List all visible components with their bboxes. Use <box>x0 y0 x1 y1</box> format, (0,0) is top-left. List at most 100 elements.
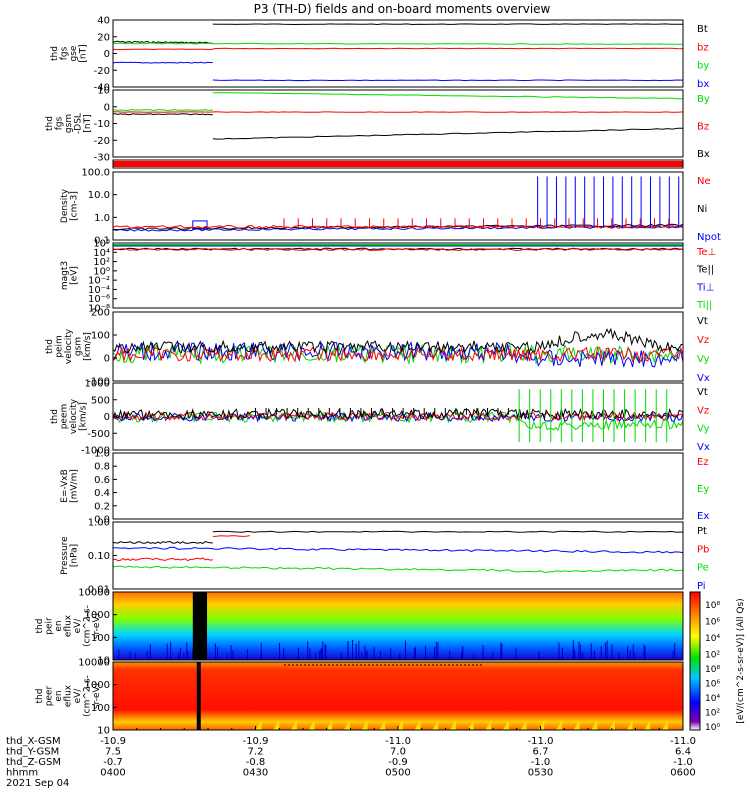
panel-frame <box>112 19 684 88</box>
y-axis-label-line: [eV] <box>70 266 80 285</box>
y-axis-label: magt3 [eV] <box>60 261 80 290</box>
y-tick-label: -100 <box>87 377 110 388</box>
y-tick-label: 10² <box>93 257 110 268</box>
colorbar-tick-label: 10⁰ <box>705 723 720 733</box>
axis-row-value: 0400 <box>100 768 125 779</box>
series-line-bz <box>113 47 683 51</box>
y-tick-label: 20 <box>97 32 110 43</box>
axis-row-value: 0530 <box>528 768 553 779</box>
panel-frame <box>112 171 684 241</box>
axis-row-value: 7.0 <box>390 747 406 758</box>
y-tick-label: 10000 <box>78 658 110 669</box>
axis-row-value: -1.0 <box>673 757 693 768</box>
spectrogram-burst <box>308 720 315 730</box>
spectrogram-fill <box>113 662 683 730</box>
legend-ti⊥: Ti⊥ <box>696 282 714 293</box>
spectrogram-burst <box>343 720 350 730</box>
legend-pi: Pi <box>697 581 706 592</box>
y-axis-label-line: [nT] <box>83 114 93 132</box>
y-tick-label: 10 <box>97 656 110 667</box>
y-tick-label: 100 <box>91 703 110 714</box>
panel-peem-velocity: 1000 500 0 -500 -1000 thd peem velocity [km/s] Vt… <box>50 379 710 457</box>
legend-ez: Ez <box>697 457 709 468</box>
y-tick-label: 10 <box>97 726 110 737</box>
legend-te||: Te|| <box>696 265 714 276</box>
axis-row-value: -10.9 <box>243 736 269 747</box>
plot-area <box>113 92 683 140</box>
panel-frame <box>112 89 684 158</box>
spectrogram-burst <box>538 720 545 730</box>
spectrogram-burst <box>432 720 439 730</box>
series-line-by <box>113 108 213 111</box>
series-line-bx <box>113 113 213 116</box>
legend-vy: Vy <box>697 424 710 435</box>
spectrogram-burst <box>520 720 527 730</box>
legend-pt: Pt <box>697 526 707 537</box>
y-axis-label-line: [mV/m] <box>70 469 80 503</box>
series-line-vt <box>113 407 683 421</box>
spectrogram-burst <box>379 720 386 730</box>
y-tick-label: 0.10 <box>88 551 110 562</box>
panel-efield: 1.0 0.8 0.6 0.4 0.2 0.0 E=-VxB [mV/m] Ez Ey Ex <box>60 449 709 526</box>
axis-row-value: -0.8 <box>246 757 266 768</box>
y-tick-label: 100 <box>91 331 110 342</box>
legend-ex: Ex <box>697 511 709 522</box>
y-tick-label: 0.2 <box>94 501 110 512</box>
panel-frame <box>112 452 684 520</box>
y-axis-label-line: -DSL <box>74 113 84 134</box>
y-axis-label-line: eV/ <box>73 688 83 704</box>
spectrogram-burst <box>290 720 297 730</box>
y-tick-label: 40 <box>97 16 110 27</box>
panel-density: 100.0 10.0 1.0 0.1 Density [cm-3] Ne Ni Npot <box>60 168 721 247</box>
y-tick-label: -500 <box>87 429 110 440</box>
axis-row-value: -10.9 <box>100 736 126 747</box>
axis-row-value: -0.7 <box>103 757 123 768</box>
y-axis-label-line: magt3 <box>60 261 70 290</box>
y-tick-label: -40 <box>94 83 110 94</box>
axis-row-value: 0600 <box>670 768 695 779</box>
y-tick-label: 10 <box>97 86 110 97</box>
y-tick-label: 0.01 <box>88 585 110 596</box>
y-tick-label: 200 <box>91 308 110 319</box>
panel-fgs-gsm: 10 0 -10 -20 -30 thd fgs gsm -DSL [nT] By Bz Bx <box>45 86 710 164</box>
series-line-te-perp <box>113 247 683 252</box>
plot-area <box>113 161 683 167</box>
spectrogram-burst <box>591 720 598 730</box>
y-axis-label-line: [km/s] <box>83 332 93 361</box>
y-tick-label: 1.0 <box>94 449 110 460</box>
panel-frame <box>112 591 684 661</box>
series-line-bt <box>113 40 213 45</box>
y-tick-label: 500 <box>91 395 110 406</box>
axis-row-value: -1.0 <box>531 757 551 768</box>
y-axis-label-line: eflux <box>64 614 74 637</box>
spectrogram-burst <box>449 720 456 730</box>
plot-area <box>113 244 683 252</box>
series-line-bx <box>113 61 213 64</box>
legend-vx: Vx <box>697 442 710 453</box>
y-tick-label: 10⁻⁶ <box>88 294 110 305</box>
plot-area <box>113 530 683 574</box>
colorbar-tick-label: 10² <box>705 651 720 661</box>
legend-npot: Npot <box>697 232 721 243</box>
y-tick-label: 10⁴ <box>93 248 110 259</box>
spectrogram-burst <box>555 720 562 730</box>
legend-by: By <box>697 94 710 105</box>
legend-ti||: Ti|| <box>696 300 712 311</box>
legend-bz: Bz <box>697 122 709 133</box>
axis-row-label: thd_X-GSM <box>6 736 61 747</box>
axis-date: 2021 Sep 04 <box>6 778 69 789</box>
plot-area <box>113 176 683 232</box>
spectrogram-burst <box>573 720 580 730</box>
series-line-bx <box>212 127 683 140</box>
y-tick-label: 1.00 <box>88 518 110 529</box>
plot-area <box>113 389 683 443</box>
panel-peir-spec: 10000 1000 100 10 thd peir en eflux eV/(cm^2-s-s… <box>35 588 684 667</box>
y-axis-label-line: en <box>54 620 64 631</box>
y-tick-label: 0 <box>104 102 110 113</box>
legend-vt: Vt <box>697 316 708 327</box>
spectrogram-burst <box>467 720 474 730</box>
y-axis-label-line: [nT] <box>79 44 89 62</box>
